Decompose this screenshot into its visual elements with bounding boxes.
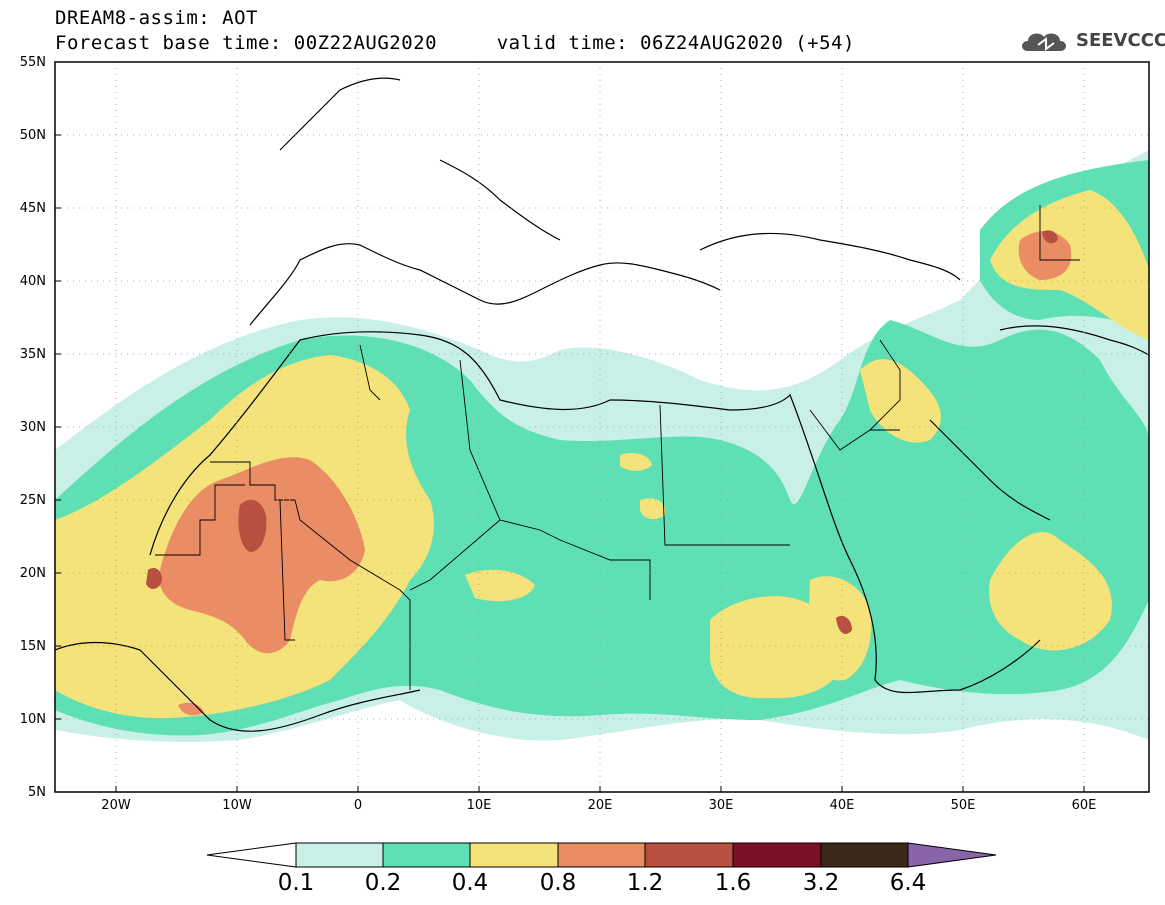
lon-label: 50E	[950, 798, 976, 813]
colorbar-swatch	[295, 842, 384, 868]
lon-label: 40E	[829, 798, 855, 813]
lon-label: 0	[353, 798, 363, 813]
lat-label: 35N	[19, 347, 46, 362]
lat-label: 25N	[19, 493, 46, 508]
colorbar-label: 0.4	[451, 870, 489, 896]
lon-label: 10W	[222, 798, 252, 813]
cloud-icon	[1022, 33, 1066, 51]
colorbar-label: 1.6	[714, 870, 752, 896]
colorbar-under-arrow	[206, 842, 297, 868]
seevccc-logo: SEEVCCC	[1018, 27, 1165, 55]
lon-label: 10E	[466, 798, 492, 813]
colorbar-swatch	[644, 842, 734, 868]
lat-label: 15N	[19, 639, 46, 654]
map-title: DREAM8-assim: AOT	[55, 7, 258, 29]
lon-label: 20W	[101, 798, 131, 813]
colorbar-swatch	[469, 842, 559, 868]
colorbar-over-arrow	[907, 842, 997, 868]
lat-label: 10N	[19, 712, 46, 727]
lat-label: 45N	[19, 201, 46, 216]
colorbar-swatch	[820, 842, 909, 868]
colorbar-swatch	[732, 842, 822, 868]
lon-label: 20E	[587, 798, 613, 813]
colorbar-label: 3.2	[802, 870, 840, 896]
colorbar-label: 1.2	[626, 870, 664, 896]
axis-ticks	[55, 61, 1085, 792]
colorbar	[206, 842, 997, 868]
lat-label: 20N	[19, 566, 46, 581]
logo-text: SEEVCCC	[1076, 30, 1165, 51]
colorbar-label: 0.2	[364, 870, 402, 896]
colorbar-swatch	[557, 842, 646, 868]
colorbar-label: 6.4	[889, 870, 927, 896]
lat-label: 40N	[19, 274, 46, 289]
colorbar-label: 0.8	[539, 870, 577, 896]
lon-label: 30E	[708, 798, 734, 813]
lat-label: 5N	[28, 785, 46, 800]
gridlines	[55, 62, 1149, 792]
forecast-time-line: Forecast base time: 00Z22AUG2020 valid t…	[55, 32, 855, 54]
lat-label: 30N	[19, 420, 46, 435]
lat-label: 55N	[19, 55, 46, 70]
colorbar-label: 0.1	[277, 870, 315, 896]
lon-label: 60E	[1071, 798, 1097, 813]
coastlines	[55, 77, 1149, 732]
lat-label: 50N	[19, 128, 46, 143]
country-borders	[155, 205, 1080, 690]
aot-level-0.8	[159, 230, 1072, 716]
colorbar-swatch	[382, 842, 471, 868]
